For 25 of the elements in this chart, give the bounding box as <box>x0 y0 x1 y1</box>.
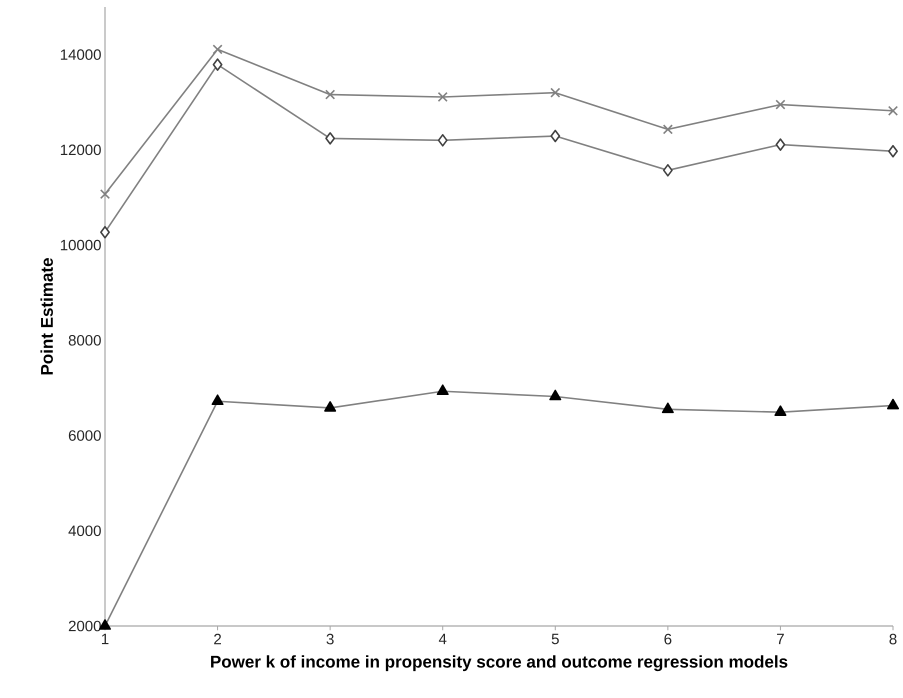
x-axis-title: Power k of income in propensity score and outcome regression models <box>211 655 788 672</box>
point <box>438 92 448 102</box>
y-tick-label: 4000 <box>68 525 101 536</box>
x-tick-label: 3 <box>326 634 334 644</box>
y-tick-label: 12000 <box>60 144 101 156</box>
y-tick-label: 14000 <box>60 49 101 60</box>
point <box>662 124 673 134</box>
x-tick-label: 7 <box>777 634 784 644</box>
point <box>550 88 560 98</box>
y-tick-label: 2000 <box>68 620 101 632</box>
x-tick-label: 1 <box>102 634 108 644</box>
point <box>888 106 898 116</box>
y-tick-label: 8000 <box>68 335 101 346</box>
x-tick-label: 6 <box>664 634 672 644</box>
x-tick-label: 2 <box>214 634 221 644</box>
y-tick-label: 10000 <box>60 240 101 250</box>
x-tick-label: 8 <box>889 634 897 644</box>
point <box>100 189 110 200</box>
point <box>775 100 786 110</box>
point <box>325 90 336 100</box>
x-tick-label: 4 <box>438 634 446 644</box>
y-tick-label: 6000 <box>68 430 101 441</box>
y-axis-title: Point Estimate <box>40 258 53 374</box>
point <box>212 44 223 54</box>
x-tick-label: 5 <box>552 634 559 644</box>
